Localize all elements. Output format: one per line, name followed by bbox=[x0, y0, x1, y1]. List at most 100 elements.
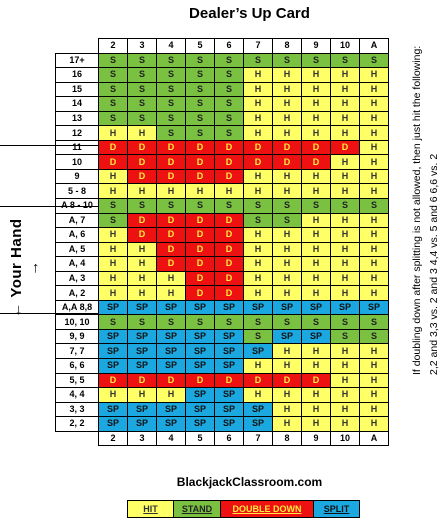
side-note-line-2: 2,2 and 3,3 vs. 2 and 3 4,4 vs. 5 and 6 … bbox=[428, 153, 440, 375]
strategy-cell: D bbox=[214, 285, 244, 301]
strategy-cell: S bbox=[98, 67, 128, 83]
strategy-cell: H bbox=[301, 81, 331, 98]
strategy-cell: H bbox=[156, 387, 186, 403]
strategy-cell: D bbox=[185, 139, 215, 156]
strategy-cell: D bbox=[214, 270, 244, 287]
strategy-cell: D bbox=[243, 154, 273, 170]
strategy-cell: SP bbox=[156, 358, 186, 374]
dealer-card-2: 2 bbox=[98, 430, 128, 447]
strategy-cell: H bbox=[243, 125, 273, 141]
player-hand-label: A,A 8,8 bbox=[55, 299, 99, 316]
strategy-cell: D bbox=[272, 372, 302, 389]
strategy-cell: S bbox=[272, 52, 302, 69]
strategy-cell: D bbox=[185, 285, 215, 301]
strategy-cell: D bbox=[156, 241, 186, 258]
strategy-cell: SP bbox=[301, 328, 331, 345]
strategy-cell: S bbox=[214, 96, 244, 112]
strategy-cell: H bbox=[301, 416, 331, 432]
dealer-card-6: 6 bbox=[214, 430, 244, 447]
strategy-cell: D bbox=[185, 241, 215, 258]
strategy-cell: S bbox=[214, 81, 244, 98]
strategy-cell: H bbox=[243, 256, 273, 272]
strategy-cell: H bbox=[359, 401, 389, 418]
strategy-cell: H bbox=[127, 270, 157, 287]
strategy-cell: SP bbox=[185, 358, 215, 374]
strategy-cell: H bbox=[98, 168, 128, 185]
strategy-cell: H bbox=[330, 372, 360, 389]
strategy-cell: H bbox=[272, 168, 302, 185]
strategy-cell: D bbox=[272, 154, 302, 170]
hand-row: 17+ S S S S S S S S S S bbox=[55, 52, 389, 69]
strategy-cell: S bbox=[185, 198, 215, 214]
strategy-cell: SP bbox=[185, 401, 215, 418]
strategy-cell: H bbox=[156, 285, 186, 301]
strategy-cell: H bbox=[330, 358, 360, 374]
strategy-cell: H bbox=[330, 154, 360, 170]
strategy-cell: D bbox=[127, 227, 157, 243]
corner-cell bbox=[56, 431, 99, 446]
your-hand-label: ← Your Hand → bbox=[8, 218, 42, 318]
strategy-cell: SP bbox=[214, 358, 244, 374]
strategy-cell: H bbox=[243, 285, 273, 301]
dealer-footer-row: 2 3 4 5 6 7 8 9 10 A bbox=[56, 430, 389, 447]
strategy-cell: S bbox=[185, 110, 215, 127]
strategy-cell: H bbox=[330, 110, 360, 127]
strategy-cell: SP bbox=[243, 343, 273, 360]
strategy-cell: S bbox=[185, 52, 215, 69]
hand-row: 4, 4 H H H SP SP H H H H H bbox=[55, 387, 389, 403]
hand-row: 9, 9 SP SP SP SP SP S SP SP S S bbox=[55, 328, 389, 345]
strategy-cell: H bbox=[301, 227, 331, 243]
strategy-cell: H bbox=[330, 401, 360, 418]
strategy-cell: SP bbox=[243, 416, 273, 432]
strategy-cell: H bbox=[330, 270, 360, 287]
strategy-cell: S bbox=[359, 314, 389, 330]
strategy-cell: H bbox=[301, 212, 331, 229]
strategy-cell: S bbox=[127, 52, 157, 69]
strategy-cell: S bbox=[127, 67, 157, 83]
strategy-cell: H bbox=[243, 358, 273, 374]
strategy-cell: H bbox=[156, 270, 186, 287]
dealer-card-3: 3 bbox=[127, 430, 157, 447]
strategy-cell: D bbox=[156, 154, 186, 170]
strategy-cell: H bbox=[359, 241, 389, 258]
strategy-cell: SP bbox=[243, 299, 273, 316]
strategy-cell: D bbox=[127, 372, 157, 389]
strategy-cell: S bbox=[156, 110, 186, 127]
player-hand-label: 15 bbox=[55, 81, 99, 98]
strategy-cell: H bbox=[127, 387, 157, 403]
strategy-cell: H bbox=[243, 96, 273, 112]
strategy-cell: H bbox=[272, 285, 302, 301]
hand-row: 10, 10 S S S S S S S S S S bbox=[55, 314, 389, 330]
strategy-cell: SP bbox=[127, 401, 157, 418]
strategy-cell: H bbox=[359, 256, 389, 272]
strategy-cell: S bbox=[98, 96, 128, 112]
strategy-cell: H bbox=[359, 343, 389, 360]
strategy-cell: S bbox=[243, 314, 273, 330]
strategy-cell: H bbox=[156, 183, 186, 200]
dealer-card-10: 10 bbox=[330, 430, 360, 447]
strategy-cell: H bbox=[301, 401, 331, 418]
player-hand-label: 14 bbox=[55, 96, 99, 112]
strategy-cell: S bbox=[214, 67, 244, 83]
player-hand-label: A, 4 bbox=[55, 256, 99, 272]
dealer-card-8: 8 bbox=[272, 430, 302, 447]
player-hand-label: 10 bbox=[55, 154, 99, 170]
strategy-cell: S bbox=[98, 212, 128, 229]
section-divider-pairs bbox=[0, 313, 99, 314]
strategy-cell: S bbox=[127, 81, 157, 98]
strategy-cell: H bbox=[272, 81, 302, 98]
strategy-cell: S bbox=[272, 314, 302, 330]
strategy-cell: S bbox=[156, 67, 186, 83]
player-hand-label: 17+ bbox=[55, 52, 99, 69]
strategy-cell: SP bbox=[214, 387, 244, 403]
strategy-cell: D bbox=[301, 372, 331, 389]
dealer-card-5: 5 bbox=[185, 38, 215, 54]
strategy-cell: H bbox=[272, 227, 302, 243]
strategy-cell: D bbox=[214, 227, 244, 243]
strategy-cell: H bbox=[359, 212, 389, 229]
